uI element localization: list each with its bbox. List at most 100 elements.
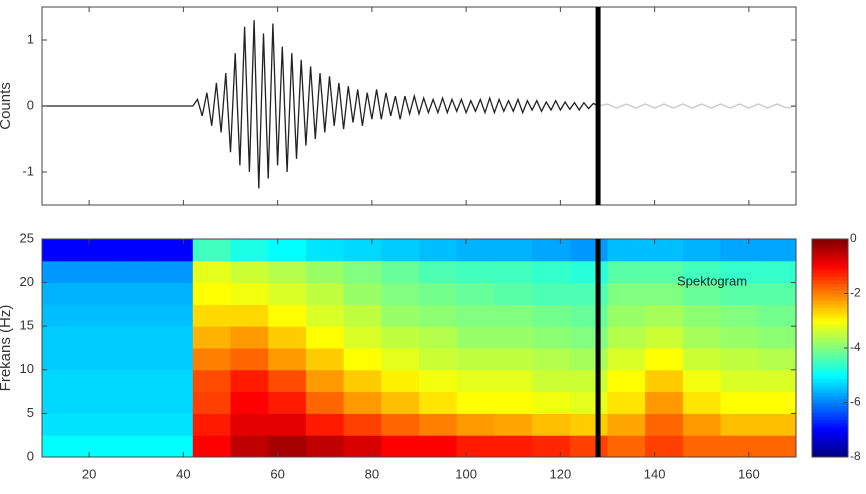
heatmap-cell	[569, 413, 608, 436]
heatmap-cell	[230, 260, 269, 284]
heatmap-cell	[569, 326, 608, 349]
heatmap-cell	[192, 304, 231, 327]
heatmap-cell	[192, 348, 231, 371]
heatmap-cell	[155, 348, 194, 371]
heatmap-cell	[192, 391, 231, 414]
colorbar-step	[812, 358, 848, 363]
heatmap-cell	[79, 260, 118, 284]
heatmap-cell	[682, 369, 722, 393]
colorbar-tick-label: 0	[850, 231, 857, 245]
heatmap-cell	[42, 348, 81, 371]
heatmap-cell	[569, 435, 608, 458]
heatmap-cell	[494, 304, 533, 327]
colorbar-step	[812, 320, 848, 325]
colorbar-step	[812, 334, 848, 339]
colorbar-step	[812, 388, 848, 393]
heatmap-cell	[682, 348, 722, 371]
heatmap-cell	[419, 239, 458, 262]
heatmap-cell	[155, 413, 194, 436]
heatmap-cell	[494, 435, 533, 458]
colorbar-step	[812, 259, 848, 264]
heatmap-cell	[607, 304, 646, 327]
heatmap-cell	[682, 239, 722, 262]
heatmap-cell	[343, 282, 382, 305]
colorbar-step	[812, 324, 848, 329]
heatmap-cell	[305, 260, 345, 284]
heatmap-cell	[569, 304, 608, 327]
heatmap-cell	[381, 282, 420, 305]
heatmap-cell	[758, 391, 797, 414]
heatmap-cell	[532, 326, 571, 349]
heatmap-cell	[720, 369, 759, 393]
heatmap-cell	[607, 239, 646, 262]
heatmap-cell	[569, 239, 608, 262]
colorbar-step	[812, 382, 848, 386]
heatmap-cell	[268, 304, 307, 327]
heatmap-cell	[682, 282, 722, 305]
heatmap-cell	[155, 239, 194, 262]
colorbar-step	[812, 286, 848, 291]
heatmap-cell	[42, 260, 81, 284]
heatmap-cell	[419, 435, 458, 458]
heatmap-cell	[79, 282, 118, 305]
colorbar-step	[812, 375, 848, 380]
colorbar-step	[812, 296, 848, 301]
heatmap-cell	[42, 282, 81, 305]
heatmap-cell	[569, 391, 608, 414]
heatmap-cell	[720, 391, 759, 414]
colorbar-step	[812, 365, 848, 369]
heatmap-cell	[758, 326, 797, 349]
heatmap-cell	[79, 369, 118, 393]
heatmap-cell	[758, 304, 797, 327]
heatmap-cell	[230, 326, 269, 349]
heatmap-cell	[343, 239, 382, 262]
heatmap-cell	[155, 282, 194, 305]
colorbar-step	[812, 436, 848, 441]
x-tick-label: 140	[644, 466, 666, 481]
heatmap-cell	[381, 260, 420, 284]
heatmap-cell	[343, 260, 382, 284]
heatmap-cell	[343, 326, 382, 349]
heatmap-cell	[117, 348, 156, 371]
waveform-line	[42, 20, 599, 189]
heatmap-cell	[42, 435, 81, 458]
heatmap-cell	[569, 282, 608, 305]
colorbar-step	[812, 429, 848, 434]
colorbar-step	[812, 443, 848, 448]
waveform-line	[597, 103, 797, 109]
heatmap-cell	[456, 348, 495, 371]
heatmap-cell	[419, 369, 458, 393]
heatmap-cell	[155, 260, 194, 284]
heatmap-cell	[532, 304, 571, 327]
heatmap-cell	[381, 348, 420, 371]
heatmap-cell	[155, 435, 194, 458]
x-tick-label: 80	[365, 466, 379, 481]
colorbar-step	[812, 239, 848, 243]
heatmap-cell	[494, 239, 533, 262]
heatmap-cell	[419, 391, 458, 414]
heatmap-cell	[682, 391, 722, 414]
colorbar-step	[812, 361, 848, 366]
heatmap-cell	[268, 391, 307, 414]
heatmap-cell	[456, 369, 495, 393]
colorbar-step	[812, 327, 848, 332]
heatmap-cell	[155, 369, 194, 393]
heatmap-cell	[343, 369, 382, 393]
colorbar-step	[812, 419, 848, 424]
heatmap-cell	[494, 413, 533, 436]
heatmap-cell	[682, 413, 722, 436]
heatmap-cell	[494, 348, 533, 371]
colorbar-step	[812, 273, 848, 277]
colorbar-step	[812, 256, 848, 260]
colorbar-step	[812, 409, 848, 414]
heatmap-cell	[645, 391, 684, 414]
colorbar-step	[812, 303, 848, 308]
colorbar-step	[812, 371, 848, 376]
heatmap-cell	[230, 348, 269, 371]
heatmap-cell	[155, 391, 194, 414]
colorbar-step	[812, 405, 848, 410]
heatmap-cell	[494, 369, 533, 393]
colorbar-step	[812, 368, 848, 373]
colorbar-step	[812, 348, 848, 352]
annotation: Spektogram	[677, 273, 747, 288]
